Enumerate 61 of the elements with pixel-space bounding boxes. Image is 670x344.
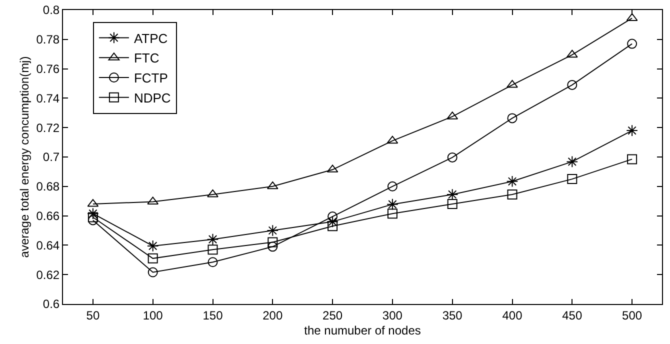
point bbox=[268, 242, 278, 252]
x-tick-label: 100 bbox=[142, 308, 164, 322]
y-tick-label: 0.74 bbox=[36, 91, 60, 106]
y-tick-label: 0.62 bbox=[36, 268, 60, 282]
point bbox=[506, 80, 518, 88]
point bbox=[446, 188, 458, 200]
y-tick-label: 0.76 bbox=[36, 62, 60, 76]
point bbox=[148, 253, 158, 264]
point bbox=[88, 215, 98, 226]
legend-label: ATPC bbox=[134, 30, 168, 46]
x-tick-label: 500 bbox=[622, 308, 642, 322]
y-tick-label: 0.72 bbox=[36, 120, 60, 135]
x-tick-label: 450 bbox=[562, 308, 582, 322]
point bbox=[567, 80, 578, 90]
point bbox=[207, 189, 218, 198]
point bbox=[208, 244, 218, 255]
y-tick-label: 0.7 bbox=[42, 150, 60, 164]
point bbox=[447, 152, 458, 162]
point bbox=[626, 124, 638, 136]
x-tick-label: 300 bbox=[382, 308, 403, 322]
point bbox=[507, 189, 518, 200]
point bbox=[567, 174, 578, 184]
point bbox=[148, 267, 158, 278]
point bbox=[387, 208, 398, 219]
point bbox=[386, 136, 398, 144]
point bbox=[266, 224, 279, 236]
x-tick-label: 400 bbox=[502, 308, 523, 322]
legend-label: FCTP bbox=[134, 70, 168, 86]
x-axis-title: the numuber of nodes bbox=[304, 323, 421, 338]
point bbox=[146, 240, 159, 252]
legend-label: FTC bbox=[134, 50, 160, 66]
x-tick-label: 50 bbox=[86, 308, 100, 322]
point bbox=[268, 237, 278, 248]
y-tick-label: 0.68 bbox=[36, 180, 60, 194]
point bbox=[507, 113, 518, 124]
point bbox=[88, 212, 98, 222]
point bbox=[566, 156, 578, 168]
x-tick-label: 200 bbox=[262, 308, 283, 322]
point bbox=[627, 38, 638, 49]
y-tick-label: 0.6 bbox=[42, 297, 60, 312]
point bbox=[386, 198, 398, 210]
y-axis-title: average total energy concumption(mj) bbox=[18, 56, 32, 258]
point bbox=[566, 50, 578, 58]
point bbox=[387, 181, 398, 192]
point bbox=[206, 233, 219, 246]
point bbox=[627, 154, 638, 164]
x-tick-label: 350 bbox=[442, 308, 463, 322]
point bbox=[208, 257, 218, 268]
x-tick-label: 150 bbox=[202, 308, 224, 322]
point bbox=[328, 221, 338, 232]
point bbox=[326, 216, 338, 228]
point bbox=[328, 212, 338, 222]
y-tick-label: 0.66 bbox=[36, 209, 60, 223]
x-tick-label: 250 bbox=[322, 308, 343, 322]
point bbox=[266, 181, 278, 190]
legend-label: NDPC bbox=[134, 90, 171, 106]
y-tick-label: 0.78 bbox=[36, 32, 60, 47]
point bbox=[506, 176, 518, 188]
y-tick-label: 0.8 bbox=[42, 3, 60, 18]
y-tick-label: 0.64 bbox=[36, 238, 60, 252]
point bbox=[447, 199, 458, 210]
